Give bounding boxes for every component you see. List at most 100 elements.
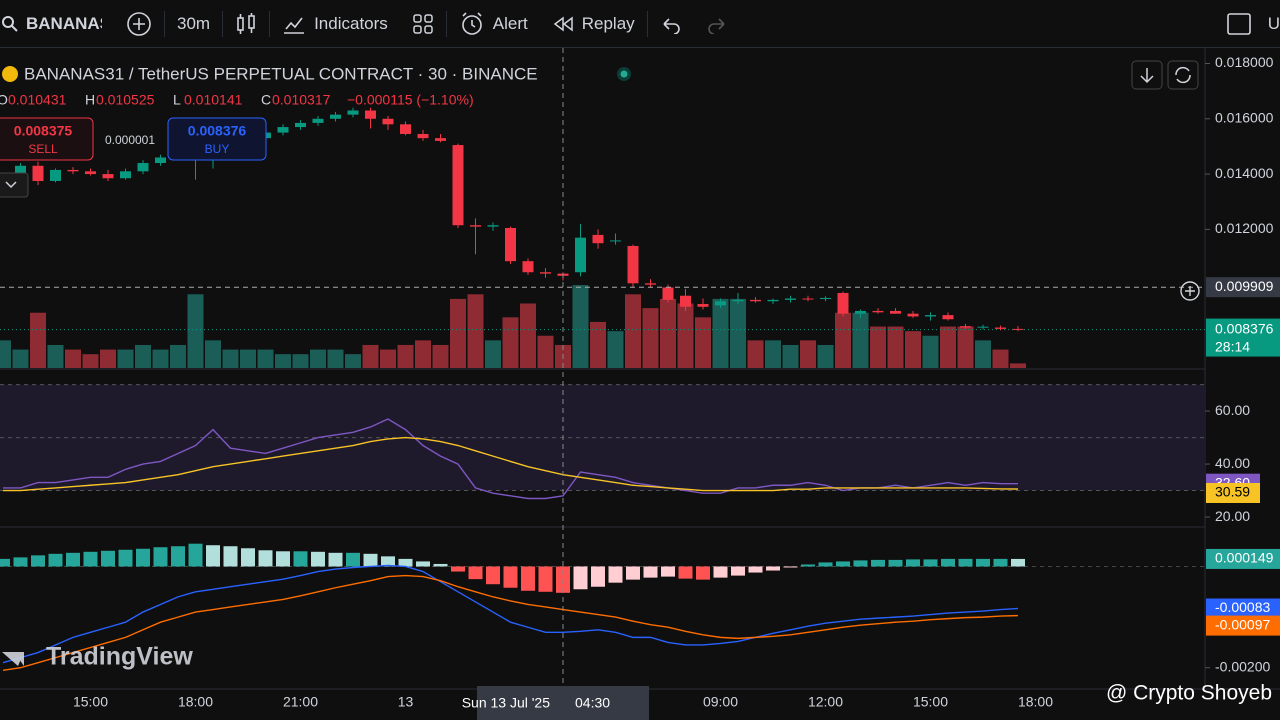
y-tick-label: 0.018000 [1215,54,1274,70]
macd-histogram-bar [153,547,168,567]
watermark: TradingView [46,643,193,671]
rsi-ma-last: 30.59 [1215,484,1250,500]
x-tick-label: 13 [398,694,414,710]
volume-bar [572,285,589,368]
volume-bar [730,298,746,368]
status-dot [620,70,628,78]
search-icon [2,15,18,32]
macd-histogram-bar [923,559,938,567]
replay-label: Replay [581,13,635,33]
volume-bar [12,349,29,368]
volume-bar [502,317,519,368]
undo[interactable] [648,0,694,47]
macd-histogram-bar [853,560,868,567]
macd-histogram-bar [818,562,833,567]
hist-last: 0.000149 [1215,550,1274,566]
volume-bar [800,340,816,368]
alert[interactable]: Alert [447,0,540,47]
candle-body [680,295,691,307]
volume-bar [327,349,344,368]
candle-body [365,110,376,119]
macd-histogram-bar [958,558,973,567]
sell-price: 0.008375 [14,123,73,139]
candle-body [925,315,936,317]
buy-price: 0.008376 [188,123,247,139]
candle-body [767,299,779,302]
logo-mark [2,652,24,666]
interval[interactable]: 30m [165,0,222,47]
candle-body [697,304,709,307]
reset-button[interactable] [1167,60,1199,90]
candle-body [487,225,499,227]
candle-body [977,326,989,328]
volume-bar [957,326,974,368]
macd-histogram-bar [626,566,640,580]
macd-histogram-bar [118,549,133,567]
macd-histogram-bar [188,543,203,567]
macd-histogram-bar [416,561,430,567]
macd-histogram-bar [661,566,675,577]
macd-tick-label: -0.00200 [1215,658,1270,674]
volume-bar [520,303,536,368]
symbol-title: BANANAS31 / TetherUS PERPETUAL CONTRACT … [24,64,538,83]
candle-body [295,122,306,128]
volume-bar [992,349,1009,368]
macd-histogram-bar [258,550,273,567]
volume-bar [537,335,554,368]
symbol-search[interactable]: BANANAS [0,0,114,47]
credit: @ Crypto Shoyeb [1106,682,1272,705]
rsi-tick-label: 60.00 [1215,402,1250,418]
fullscreen[interactable] [1214,0,1264,47]
user[interactable]: U [1264,0,1280,47]
chart: BANANAS31 / TetherUS PERPETUAL CONTRACT … [0,48,1280,720]
ohlc-key: C [261,92,271,108]
macd-histogram-bar [433,563,448,567]
macd-histogram-bar [83,551,98,567]
volume-bar [1010,363,1026,368]
macd-histogram-bar [223,546,238,567]
toolbar: BANANAS 30m Indicators Alert Replay U [0,0,1280,48]
replay-icon [553,16,573,31]
exchange-logo [2,66,18,82]
crosshair-price: 0.009909 [1215,278,1274,294]
redo[interactable] [694,0,740,47]
grid-icon [413,13,433,34]
buy-button[interactable] [167,117,267,161]
macd-histogram-bar [713,566,728,578]
sell-button[interactable] [0,117,94,161]
candle-body [540,272,551,274]
macd-histogram-bar [486,566,500,585]
x-tick-label: 21:00 [283,694,318,710]
volume-bar [817,344,834,368]
add-alert[interactable] [1180,281,1200,301]
candle-body [155,157,166,164]
signal-last: -0.00097 [1215,616,1270,632]
replay[interactable]: Replay [540,0,647,47]
ohlc-key: H [85,92,95,108]
chart-type[interactable] [223,0,269,47]
symbol: BANANAS [26,13,102,33]
redo-icon [707,17,725,34]
volume-bar [362,344,379,368]
ohlc-value: 0.010141 [184,92,243,108]
x-tick-label: 18:00 [1018,694,1053,710]
macd-histogram-bar [381,556,395,567]
volume-bar [415,340,431,368]
reset-icon [1175,66,1191,84]
indicators-label: Indicators [314,13,388,33]
macd-line [2,564,1019,664]
macd-histogram-bar [748,566,763,573]
volume-bar [135,344,151,368]
volume-bar [870,326,886,368]
volume-bar [625,294,641,368]
candle-body [872,310,884,313]
add-symbol[interactable] [114,0,164,47]
candle-body [820,297,831,300]
macd-histogram-bar [906,559,920,567]
indicators[interactable]: Indicators [270,0,400,47]
countdown: 28:14 [1215,338,1250,354]
macd-histogram-bar [573,566,588,590]
layouts[interactable] [400,0,446,47]
candle-body [67,169,79,172]
